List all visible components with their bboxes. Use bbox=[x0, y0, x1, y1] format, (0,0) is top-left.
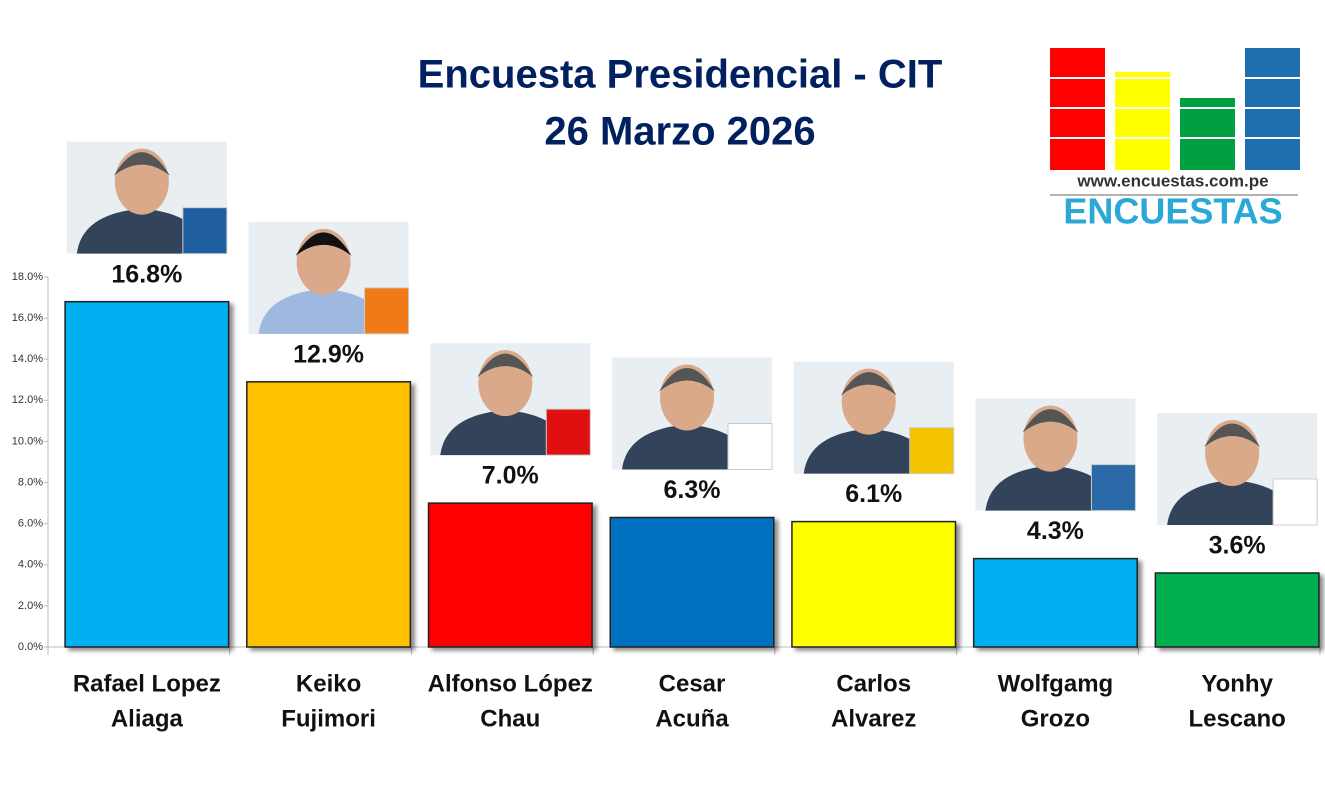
y-tick-label: 18.0% bbox=[12, 271, 43, 283]
bar bbox=[1154, 572, 1320, 648]
value-label: 12.9% bbox=[293, 340, 364, 368]
bar bbox=[246, 381, 412, 648]
x-tick-label: Alfonso López bbox=[428, 670, 593, 697]
x-tick-label: Cesar bbox=[659, 670, 726, 697]
y-tick-label: 2.0% bbox=[18, 600, 43, 612]
party-logo bbox=[727, 423, 773, 470]
y-tick-label: 12.0% bbox=[12, 394, 43, 406]
bar bbox=[64, 300, 230, 648]
value-label: 6.3% bbox=[664, 476, 721, 504]
bar bbox=[427, 502, 593, 648]
logo: www.encuestas.com.pe ENCUESTAS bbox=[1045, 48, 1305, 232]
party-logo bbox=[182, 207, 228, 255]
photo-body bbox=[76, 208, 207, 254]
value-label: 3.6% bbox=[1209, 532, 1266, 560]
x-tick-label: Aliaga bbox=[111, 705, 184, 732]
photo-body bbox=[985, 465, 1116, 511]
party-logo bbox=[1090, 464, 1136, 512]
logo-url: www.encuestas.com.pe bbox=[1076, 171, 1268, 190]
photo-hair bbox=[477, 353, 534, 378]
x-tick-label: Yonhy bbox=[1201, 670, 1273, 697]
photo-hair bbox=[295, 232, 352, 256]
x-tick-label: Acuña bbox=[655, 705, 729, 732]
party-logo bbox=[1272, 478, 1318, 526]
photo-body bbox=[1167, 480, 1298, 525]
value-label: 6.1% bbox=[845, 480, 902, 508]
photo-body bbox=[803, 428, 934, 474]
x-tick-label: Rafael Lopez bbox=[73, 670, 221, 697]
y-tick-label: 10.0% bbox=[12, 435, 43, 447]
bar bbox=[609, 516, 775, 648]
y-tick-label: 14.0% bbox=[12, 353, 43, 365]
x-tick-label: Wolfgamg bbox=[998, 670, 1114, 697]
y-tick-label: 16.0% bbox=[12, 312, 43, 324]
photo-body bbox=[622, 424, 752, 470]
photo-hair bbox=[1022, 409, 1079, 433]
party-logo bbox=[364, 287, 410, 335]
x-tick-label: Chau bbox=[480, 705, 540, 732]
y-tick-label: 4.0% bbox=[18, 559, 43, 571]
photo-hair bbox=[840, 372, 897, 396]
x-tick-label: Grozo bbox=[1021, 705, 1090, 732]
x-tick-label: Fujimori bbox=[281, 705, 376, 732]
chart-subtitle: 26 Marzo 2026 bbox=[544, 110, 815, 154]
value-label: 4.3% bbox=[1027, 517, 1084, 545]
logo-name: ENCUESTAS bbox=[1063, 191, 1282, 232]
photo-body bbox=[258, 288, 389, 334]
y-tick-label: 0.0% bbox=[18, 641, 43, 653]
photo-body bbox=[440, 410, 571, 456]
y-tick-label: 8.0% bbox=[18, 476, 43, 488]
bar bbox=[972, 557, 1138, 648]
chart-title: Encuesta Presidencial - CIT bbox=[418, 53, 943, 97]
value-label: 7.0% bbox=[482, 462, 539, 490]
photo-hair bbox=[1204, 423, 1261, 447]
photo-hair bbox=[113, 152, 170, 176]
y-tick-label: 6.0% bbox=[18, 518, 43, 530]
party-logo bbox=[545, 408, 591, 456]
value-label: 16.8% bbox=[111, 260, 182, 288]
photo-hair bbox=[659, 368, 715, 392]
x-tick-label: Keiko bbox=[296, 670, 361, 697]
x-tick-label: Lescano bbox=[1188, 705, 1285, 732]
bar bbox=[791, 520, 957, 648]
x-tick-label: Carlos bbox=[836, 670, 911, 697]
x-tick-label: Alvarez bbox=[831, 705, 916, 732]
party-logo bbox=[909, 427, 955, 475]
